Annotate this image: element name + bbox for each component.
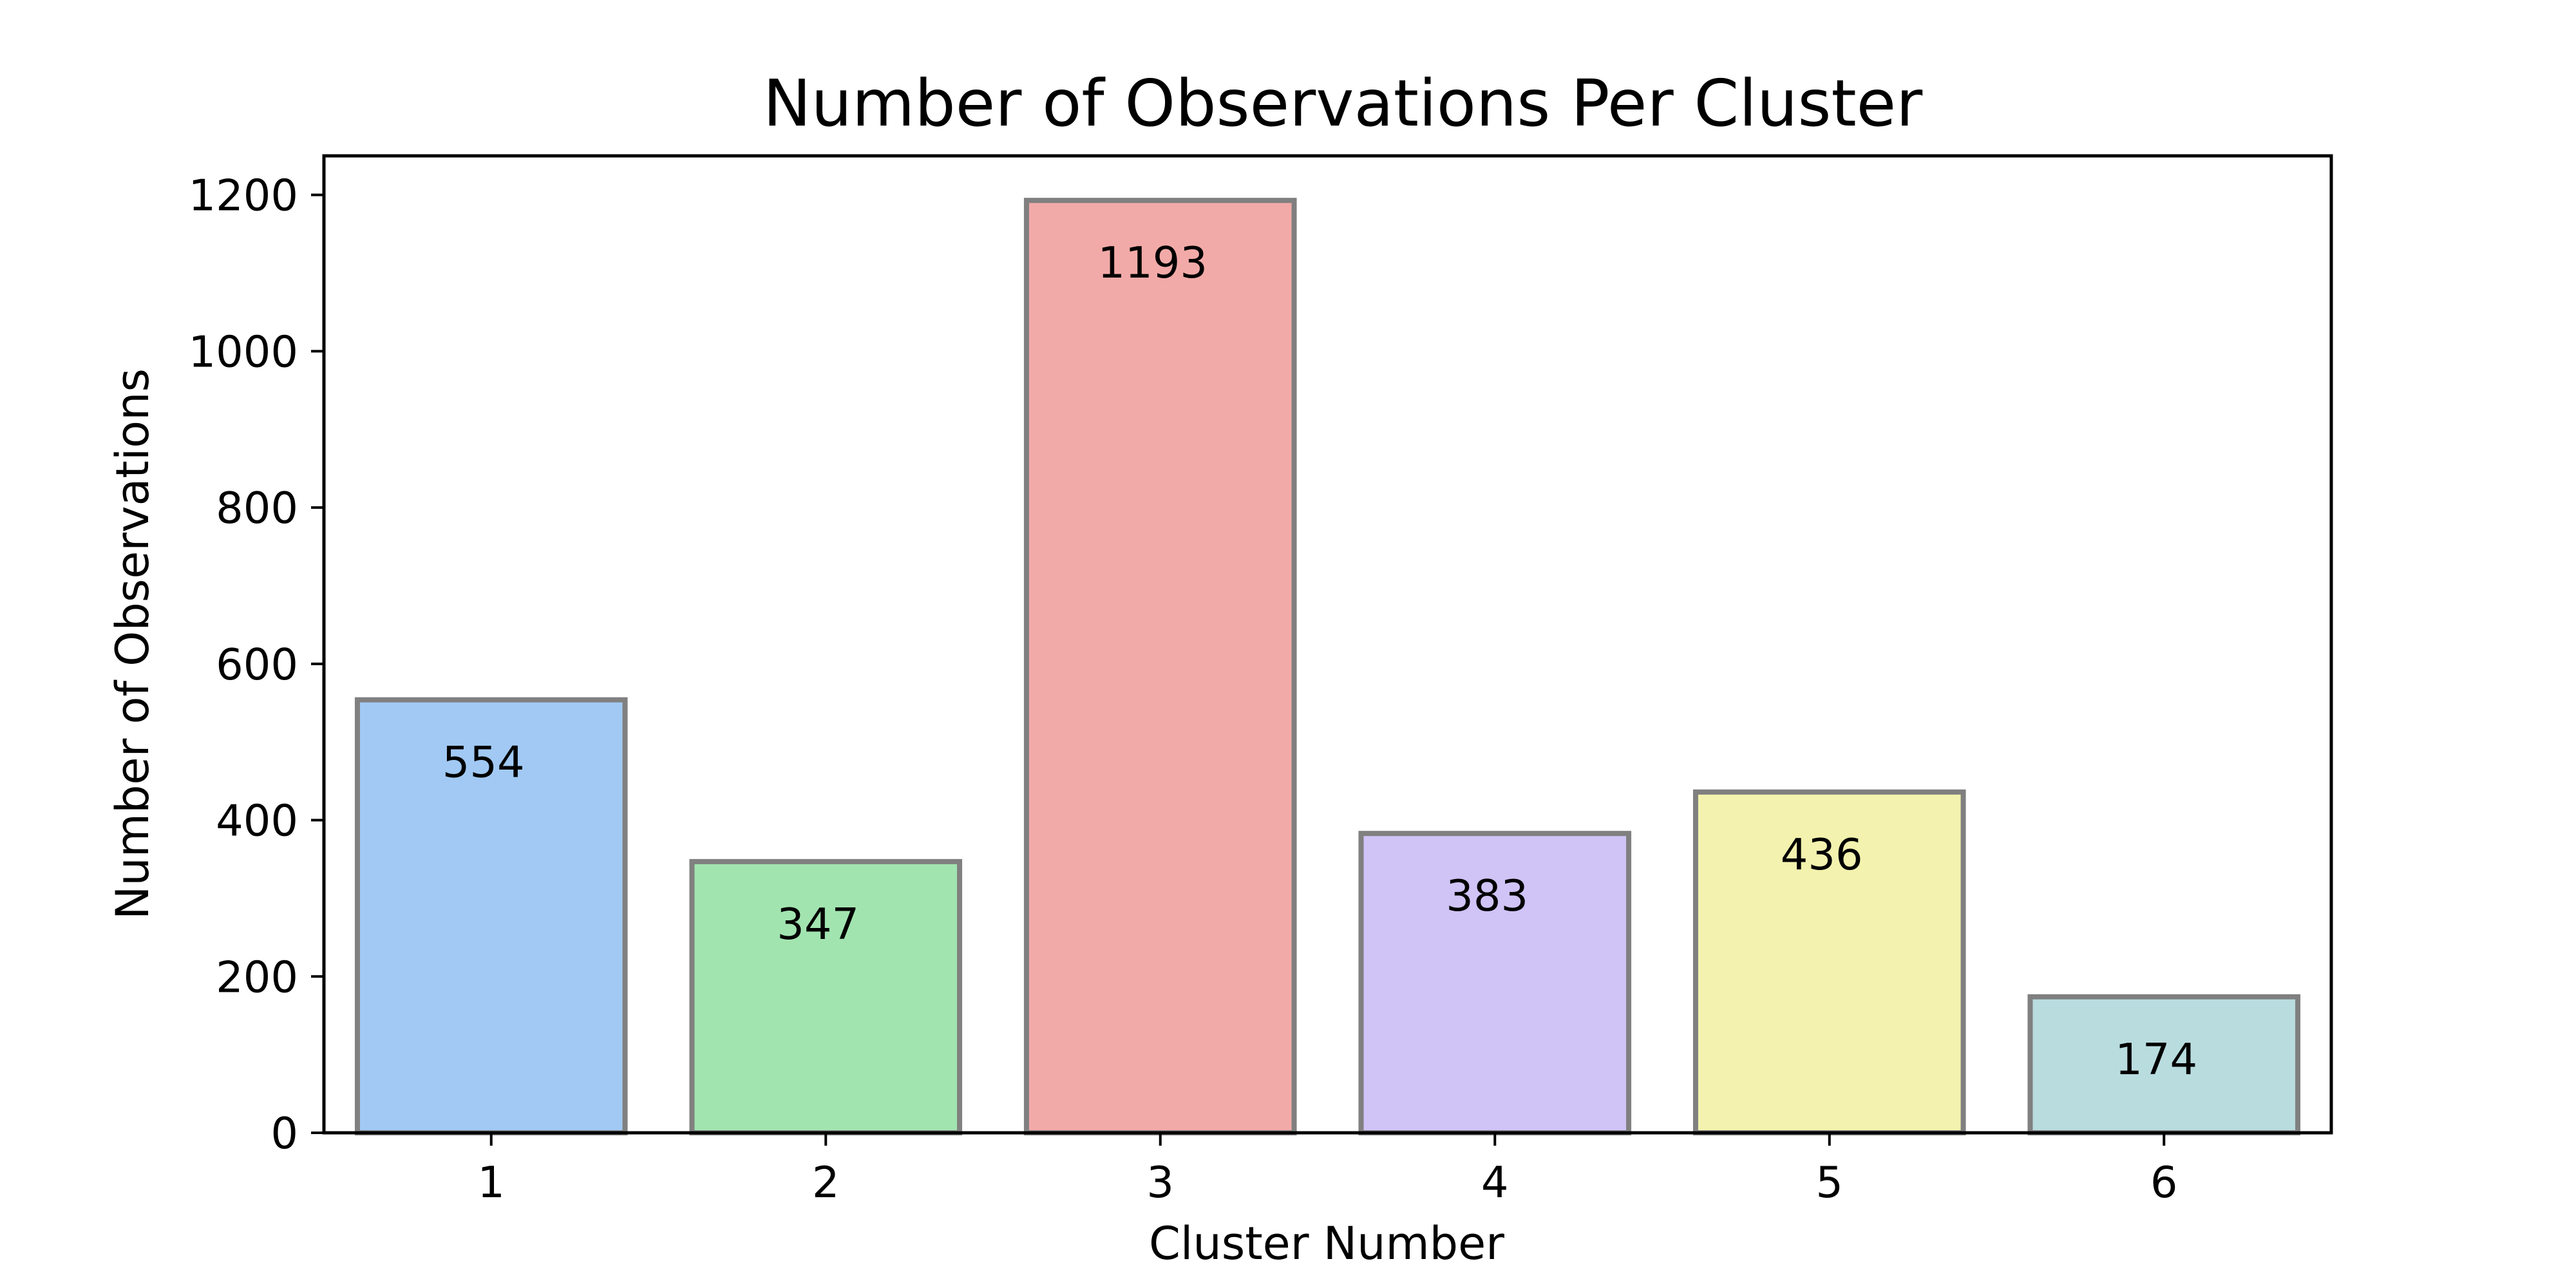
y-axis-label: Number of Observations (106, 368, 159, 920)
data-label-cluster-3: 1193 (1097, 238, 1208, 288)
x-axis-label: Cluster Number (1149, 1217, 1504, 1270)
bar-cluster-4 (1358, 831, 1632, 1135)
x-tick-label: 4 (1481, 1157, 1509, 1208)
y-tick-label: 400 (216, 796, 298, 846)
data-label-cluster-1: 554 (442, 737, 525, 788)
bar-cluster-2 (689, 858, 963, 1136)
data-label-cluster-6: 174 (2115, 1034, 2197, 1084)
x-tick-label: 1 (477, 1157, 505, 1208)
y-tick-label: 1000 (188, 327, 298, 377)
plot-area-frame (322, 154, 2333, 1135)
y-tick-label: 600 (216, 639, 298, 690)
y-axis-ticks: 0 200 400 600 800 1000 1200 (188, 171, 324, 1159)
y-tick-label: 800 (216, 483, 298, 533)
data-labels-layer: 554 347 1193 383 436 174 (442, 238, 2197, 1084)
x-tick-label: 3 (1146, 1157, 1174, 1208)
bar-cluster-5 (1692, 789, 1966, 1135)
chart-title: Number of Observations Per Cluster (763, 66, 1923, 141)
y-tick-label: 0 (270, 1108, 298, 1159)
x-tick-label: 5 (1815, 1157, 1843, 1208)
data-label-cluster-5: 436 (1781, 829, 1863, 880)
x-axis-ticks: 1 2 3 4 5 6 (477, 1133, 2178, 1208)
y-tick-label: 1200 (188, 171, 298, 221)
bars-layer (354, 198, 2301, 1136)
bar-cluster-1 (354, 697, 628, 1136)
y-tick-label: 200 (216, 952, 298, 1002)
x-tick-label: 6 (2150, 1157, 2178, 1208)
bar-cluster-3 (1023, 198, 1297, 1136)
x-tick-label: 2 (812, 1157, 840, 1208)
data-label-cluster-4: 383 (1446, 871, 1528, 921)
data-label-cluster-2: 347 (777, 899, 859, 949)
